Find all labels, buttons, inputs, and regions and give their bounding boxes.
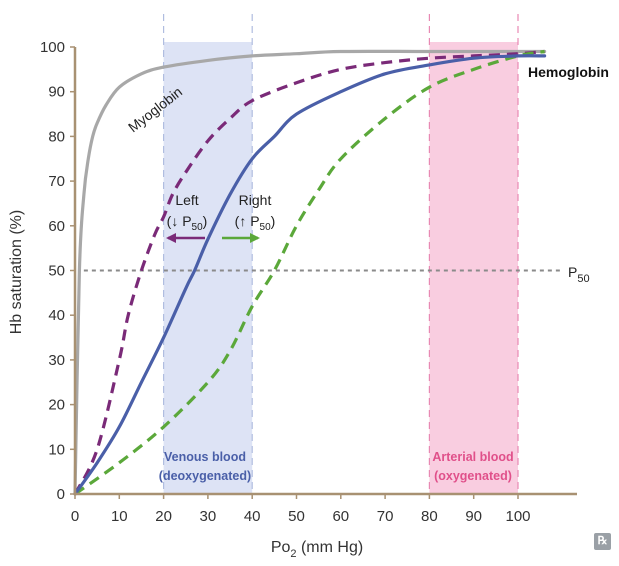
left-shift-subtitle: (↓ P50) (167, 213, 208, 233)
x-tick-label: 60 (332, 508, 349, 525)
y-ticks: 0 10 20 30 40 50 60 70 80 90 100 (40, 39, 75, 503)
myoglobin-curve (73, 49, 547, 496)
x-tick-label: 40 (244, 508, 261, 525)
y-tick-label: 60 (48, 218, 65, 235)
x-tick-label: 50 (288, 508, 305, 525)
x-ticks: 0 10 20 30 40 50 60 70 80 90 100 (71, 494, 531, 525)
x-axis-label: Po2 (mm Hg) (271, 539, 363, 560)
arterial-blood-band (429, 42, 518, 494)
y-tick-label: 100 (40, 39, 65, 56)
hemoglobin-label: Hemoglobin (528, 64, 609, 80)
x-tick-label: 0 (71, 508, 79, 525)
hemoglobin-curve (73, 54, 547, 496)
x-tick-label: 10 (111, 508, 128, 525)
y-tick-label: 70 (48, 173, 65, 190)
arterial-band-label-line2: (oxygenated) (434, 469, 512, 483)
y-tick-label: 20 (48, 397, 65, 414)
right-shift-title: Right (239, 192, 272, 208)
left-shift-curve (73, 49, 545, 495)
y-tick-label: 30 (48, 352, 65, 369)
venous-blood-band (163, 42, 253, 494)
y-tick-label: 50 (48, 263, 65, 280)
x-tick-label: 20 (155, 508, 172, 525)
rx-logo: ℞ (594, 533, 611, 550)
y-tick-label: 0 (57, 486, 65, 503)
venous-band-label-line2: (deoxygenated) (159, 469, 251, 483)
right-shift-subtitle: (↑ P50) (235, 213, 276, 233)
venous-band-label-line1: Venous blood (164, 450, 246, 464)
y-tick-label: 10 (48, 441, 65, 458)
y-tick-label: 40 (48, 307, 65, 324)
x-tick-label: 70 (377, 508, 394, 525)
p50-label: P50 (568, 264, 590, 285)
y-tick-label: 80 (48, 128, 65, 145)
x-tick-label: 30 (200, 508, 217, 525)
arterial-band-label-line1: Arterial blood (432, 450, 513, 464)
right-shift-curve (74, 49, 545, 496)
x-tick-label: 80 (421, 508, 438, 525)
y-tick-label: 90 (48, 84, 65, 101)
left-shift-title: Left (175, 192, 198, 208)
x-tick-label: 90 (465, 508, 482, 525)
y-axis-label: Hb saturation (%) (8, 210, 25, 335)
x-tick-label: 100 (505, 508, 530, 525)
